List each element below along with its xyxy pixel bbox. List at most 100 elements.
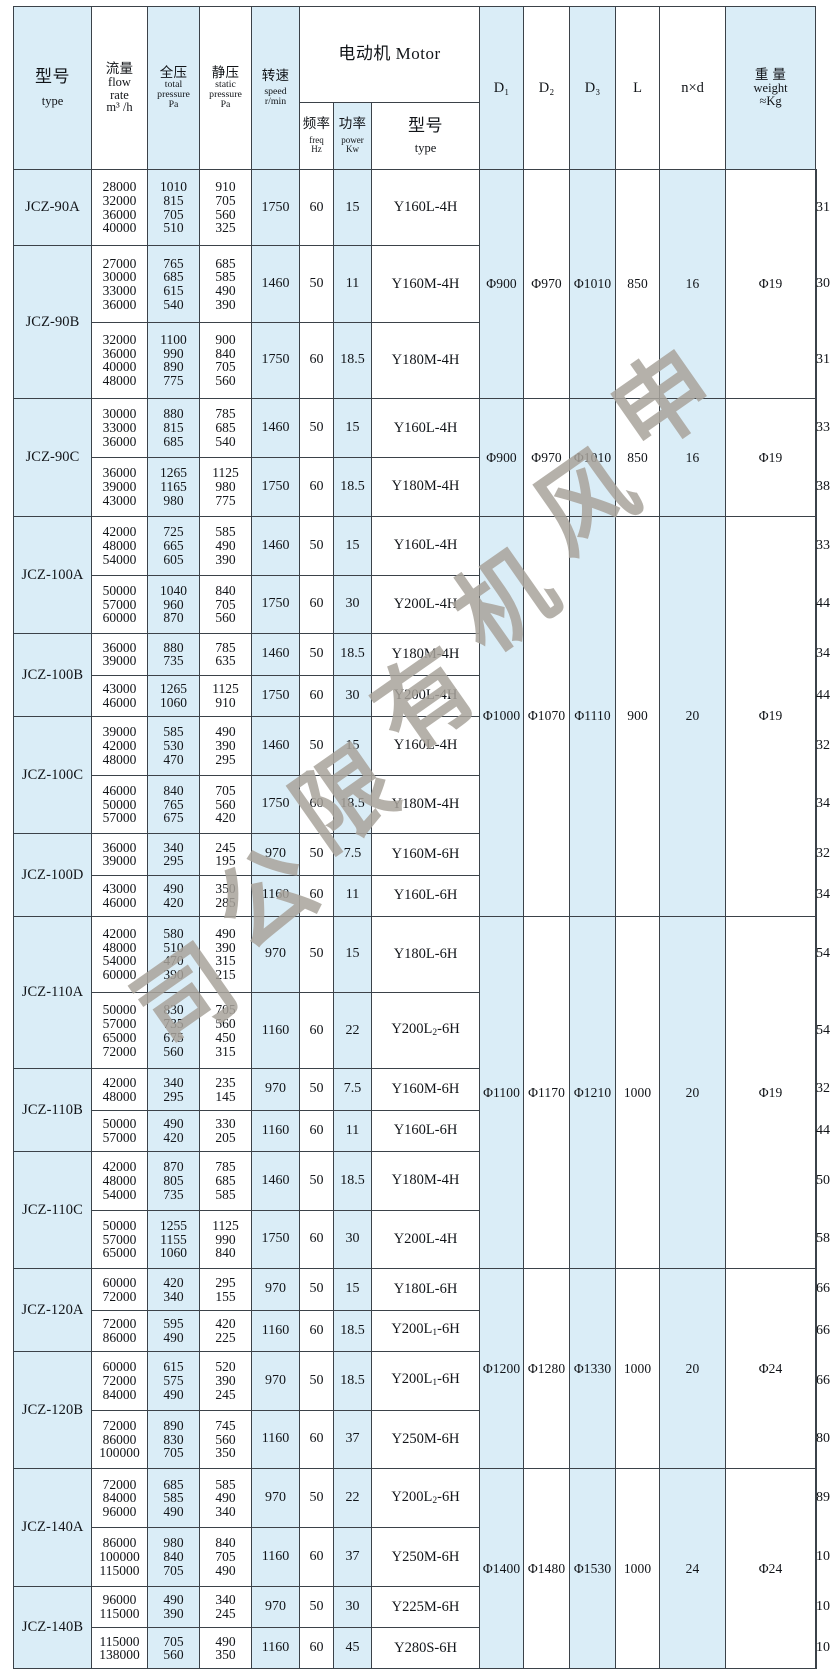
table-row: 36000 39000 43000 1265 1165 980 1125 980 775 1750… xyxy=(14,456,830,517)
speed-cell: 1750 xyxy=(251,674,300,717)
static-pressure-cell: 785 635 xyxy=(199,633,252,676)
freq-cell: 50 xyxy=(299,915,334,994)
total-pressure-cell: 705 560 xyxy=(147,1627,200,1669)
power-cell: 30 xyxy=(333,1586,372,1629)
total-pressure-cell: 980 840 705 xyxy=(147,1527,200,1588)
freq-cell: 60 xyxy=(299,1409,334,1470)
weight-cell: 1013 xyxy=(815,1527,830,1588)
speed-cell: 1750 xyxy=(251,774,300,835)
speed-cell: 1160 xyxy=(251,1309,300,1352)
d2-cell: Φ1070 xyxy=(523,515,571,917)
weight-cell: 540 xyxy=(815,915,830,994)
freq-cell: 50 xyxy=(299,715,334,776)
model-cell: JCZ-140B xyxy=(13,1586,92,1669)
weight-cell: 545 xyxy=(815,992,830,1070)
model-cell: JCZ-110A xyxy=(13,915,92,1070)
power-cell: 22 xyxy=(333,992,372,1070)
motor-type-cell: Y160M-6H xyxy=(370,1068,481,1111)
speed-cell: 1160 xyxy=(251,992,300,1070)
n-cell: 24 xyxy=(659,1468,727,1669)
freq-cell: 50 xyxy=(299,1468,334,1529)
flow-rate-cell: 42000 48000 54000 60000 xyxy=(91,915,148,994)
d2-cell: Φ970 xyxy=(523,168,571,400)
header-weight-cn: 重 量 xyxy=(754,67,787,83)
header-weight-unit: ≈Kg xyxy=(759,93,782,108)
speed-cell: 970 xyxy=(251,1068,300,1111)
speed-cell: 1160 xyxy=(251,1627,300,1669)
table-row: 32000 36000 40000 48000 1100 990 890 775 900 840 7… xyxy=(14,321,830,400)
total-pressure-cell: 490 420 xyxy=(147,1109,200,1152)
total-pressure-cell: 1010 815 705 510 xyxy=(147,168,200,247)
total-pressure-cell: 880 735 xyxy=(147,633,200,676)
weight-cell: 300 xyxy=(815,245,830,323)
model-label: JCZ-90A xyxy=(25,199,80,216)
model-label: JCZ-110C xyxy=(22,1201,83,1218)
d-cell: Φ24 xyxy=(725,1468,817,1669)
static-pressure-cell: 520 390 245 xyxy=(199,1350,252,1411)
flow-rate-cell: 72000 86000 xyxy=(91,1309,148,1352)
model-label: JCZ-110A xyxy=(21,984,84,1001)
power-cell: 30 xyxy=(333,574,372,635)
total-pressure-cell: 685 585 490 xyxy=(147,1468,200,1529)
flow-rate-cell: 60000 72000 xyxy=(91,1268,148,1311)
header-l: L xyxy=(615,6,661,170)
static-pressure-cell: 785 685 540 xyxy=(199,398,252,458)
freq-cell: 60 xyxy=(299,1109,334,1152)
motor-type-cell: Y200L-4H xyxy=(370,574,481,635)
header-speed: 转速 speed r/min xyxy=(251,6,300,170)
flow-rate-cell: 50000 57000 65000 72000 xyxy=(91,992,148,1070)
header-flow-en2: rate xyxy=(110,87,129,102)
freq-cell: 60 xyxy=(299,674,334,717)
n-cell: 20 xyxy=(659,915,727,1270)
speed-cell: 970 xyxy=(251,915,300,994)
weight-cell: 340 xyxy=(815,774,830,835)
speed-cell: 1750 xyxy=(251,456,300,517)
header-flow-cn: 流量 xyxy=(105,60,134,76)
weight-cell: 310 xyxy=(815,321,830,400)
power-cell: 15 xyxy=(333,168,372,247)
weight-cell: 665 xyxy=(815,1309,830,1352)
motor-type-cell: Y225M-6H xyxy=(370,1586,481,1629)
motor-type-cell: Y200L2-6H xyxy=(370,1468,481,1529)
total-pressure-cell: 1255 1155 1060 xyxy=(147,1209,200,1270)
model-label: JCZ-90C xyxy=(25,449,80,466)
header-flow-en1: flow xyxy=(108,74,131,89)
model-label: JCZ-100C xyxy=(21,766,84,783)
total-pressure-cell: 420 340 xyxy=(147,1268,200,1311)
weight-cell: 340 xyxy=(815,633,830,676)
header-nd-label: n×d xyxy=(681,79,704,96)
table-row: 43000 46000 490 420 350 285 1160 60 11 Y160L-6H 34… xyxy=(14,874,830,917)
motor-type-cell: Y280S-6H xyxy=(370,1627,481,1669)
total-pressure-cell: 585 530 470 xyxy=(147,715,200,776)
header-freq: 频率 freq Hz xyxy=(299,102,334,170)
d1-cell: Φ900 xyxy=(479,168,525,400)
freq-cell: 50 xyxy=(299,1150,334,1211)
model-cell: JCZ-100B xyxy=(13,633,92,717)
header-model: 型号 type xyxy=(13,6,92,170)
header-power: 功率 power Kw xyxy=(333,102,372,170)
total-pressure-cell: 840 765 675 xyxy=(147,774,200,835)
freq-cell: 60 xyxy=(299,874,334,917)
motor-type-cell: Y160M-4H xyxy=(370,245,481,323)
model-cell: JCZ-100A xyxy=(13,515,92,635)
model-label: JCZ-120B xyxy=(21,1401,84,1418)
header-weight-en: weight xyxy=(753,81,788,96)
header-total-pressure-cn: 全压 xyxy=(159,65,188,81)
weight-cell: 895 xyxy=(815,1468,830,1529)
speed-cell: 970 xyxy=(251,1468,300,1529)
static-pressure-cell: 745 560 350 xyxy=(199,1409,252,1470)
header-freq-unit: Hz xyxy=(311,144,322,155)
flow-rate-cell: 72000 86000 100000 xyxy=(91,1409,148,1470)
weight-cell: 310 xyxy=(815,168,830,247)
power-cell: 15 xyxy=(333,915,372,994)
l-cell: 900 xyxy=(615,515,661,917)
motor-type-cell: Y200L1-6H xyxy=(370,1309,481,1352)
static-pressure-cell: 1125 910 xyxy=(199,674,252,717)
speed-cell: 1750 xyxy=(251,1209,300,1270)
motor-type-cell: Y160L-4H xyxy=(370,398,481,458)
speed-cell: 970 xyxy=(251,833,300,876)
static-pressure-cell: 1125 980 775 xyxy=(199,456,252,517)
weight-cell: 321 xyxy=(815,1068,830,1111)
flow-rate-cell: 42000 48000 54000 xyxy=(91,515,148,576)
static-pressure-cell: 910 705 560 325 xyxy=(199,168,252,247)
